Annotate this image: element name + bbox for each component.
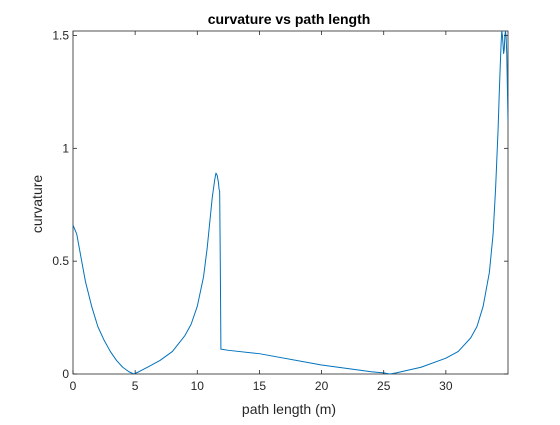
x-tick-label: 25: [377, 379, 391, 393]
x-axis-label: path length (m): [242, 401, 336, 417]
y-tick-label: 0: [62, 367, 69, 381]
x-tick-label: 20: [315, 379, 329, 393]
chart-title: curvature vs path length: [208, 11, 371, 27]
x-tick-label: 30: [439, 379, 453, 393]
series-line-0: [73, 31, 508, 374]
y-axis-label: curvature: [29, 175, 45, 234]
x-tick-label: 15: [253, 379, 267, 393]
y-tick-label: 1: [62, 141, 69, 155]
plot-area: 0 5 10 15 20 25 30 0 0.5 1 1.5: [52, 29, 509, 393]
x-tick-label: 5: [132, 379, 139, 393]
x-tick-label: 10: [191, 379, 205, 393]
x-tick-label: 0: [70, 379, 77, 393]
plot-frame: [72, 30, 509, 375]
y-tick-label: 1.5: [52, 29, 69, 43]
y-tick-label: 0.5: [52, 254, 69, 268]
